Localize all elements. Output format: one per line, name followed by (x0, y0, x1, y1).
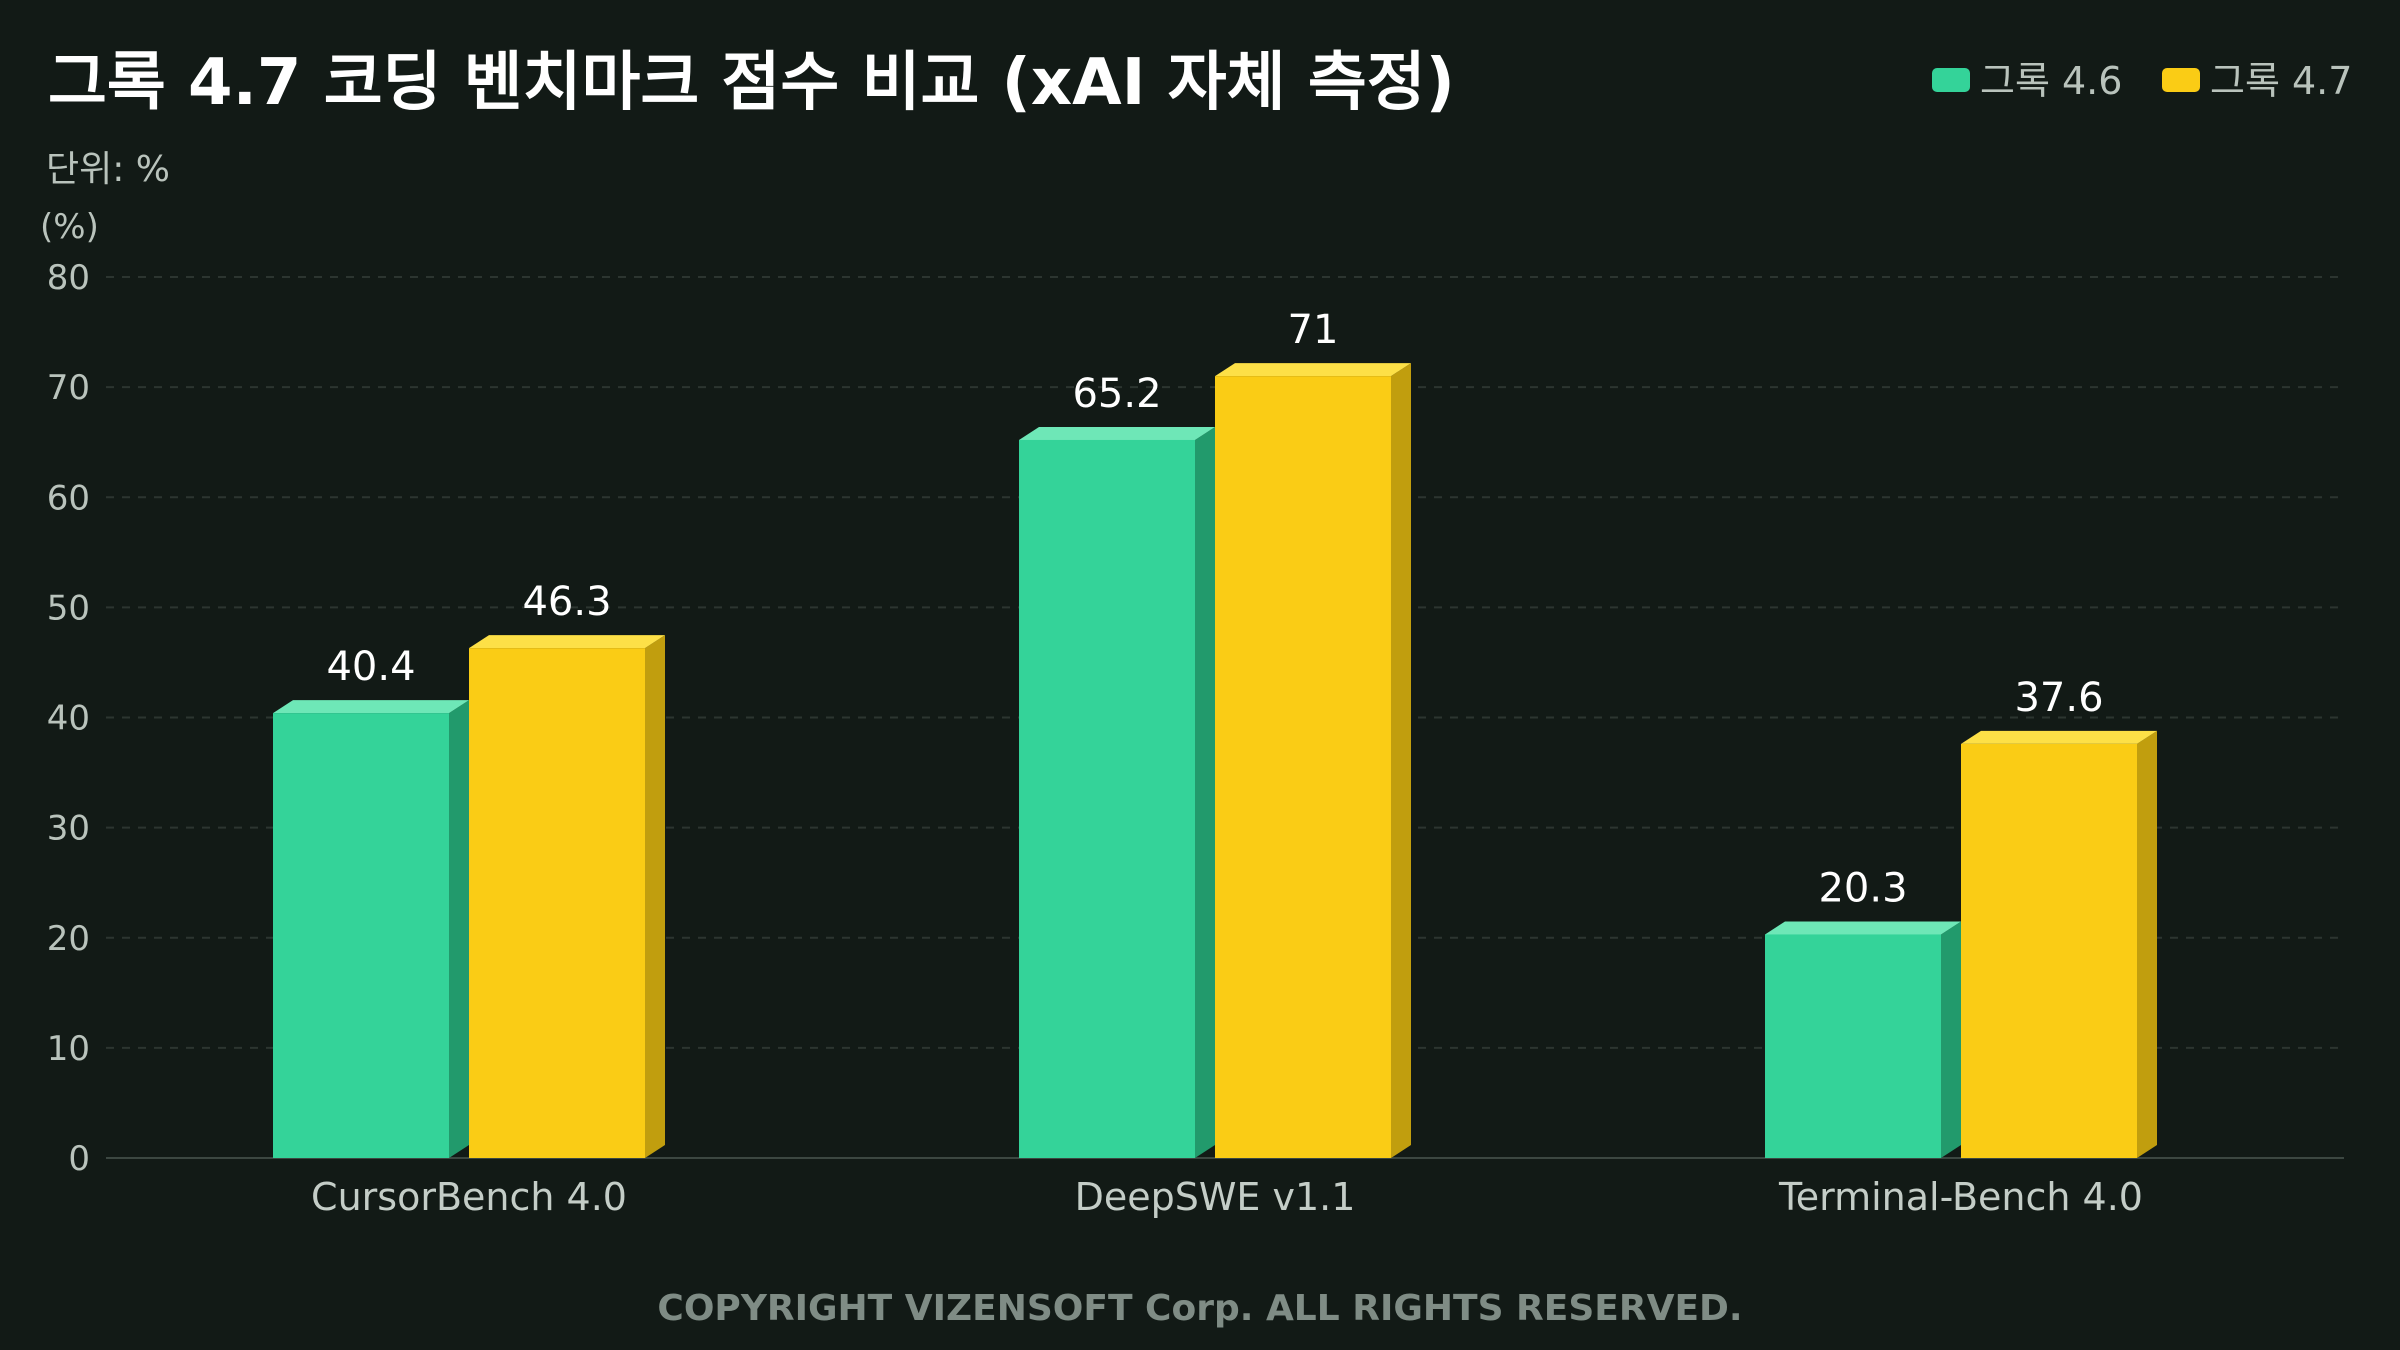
data-labels: 40.4 46.3 65.2 71 20.3 37.6 (326, 307, 2103, 911)
legend-label-grok-4-6: 그록 4.6 (1980, 59, 2122, 103)
bar-top-s1-c2 (1961, 730, 2157, 744)
data-label-s0-c1: 65.2 (1072, 371, 1161, 417)
y-axis-ticks: 0 10 20 30 40 50 60 70 80 (47, 258, 90, 1179)
y-tick-label-40: 40 (47, 699, 90, 739)
bar-s1-c2 (1961, 743, 2137, 1158)
x-category-label-1: DeepSWE v1.1 (1075, 1175, 1356, 1219)
bar-s0-c2 (1765, 934, 1941, 1158)
y-tick-label-30: 30 (47, 809, 90, 849)
bar-top-s0-c0 (273, 700, 469, 714)
bar-s0-c1 (1019, 439, 1195, 1158)
bar-s1-c1 (1215, 376, 1391, 1158)
legend-item-grok-4-6: 그록 4.6 (1932, 59, 2122, 103)
bar-side-s1-c2 (2137, 730, 2157, 1158)
y-tick-label-70: 70 (47, 368, 90, 408)
legend-item-grok-4-7: 그록 4.7 (2162, 59, 2352, 103)
bar-side-s0-c1 (1195, 426, 1215, 1158)
y-tick-label-20: 20 (47, 919, 90, 959)
bar-s1-c0 (469, 648, 645, 1158)
bar-top-s1-c1 (1215, 363, 1411, 377)
bar-side-s1-c0 (645, 635, 665, 1158)
bar-side-s1-c1 (1391, 363, 1411, 1158)
x-category-label-0: CursorBench 4.0 (311, 1175, 627, 1219)
copyright-footer: COPYRIGHT VIZENSOFT Corp. ALL RIGHTS RES… (657, 1288, 1742, 1329)
bars (273, 363, 2157, 1158)
x-category-label-2: Terminal-Bench 4.0 (1778, 1175, 2143, 1219)
x-axis-categories: CursorBench 4.0 DeepSWE v1.1 Terminal-Benc… (311, 1175, 2143, 1219)
legend-swatch-grok-4-6 (1932, 68, 1970, 92)
bar-side-s0-c2 (1941, 921, 1961, 1158)
data-label-s1-c0: 46.3 (522, 579, 611, 625)
bar-top-s0-c2 (1765, 921, 1961, 935)
bar-s0-c0 (273, 713, 449, 1158)
y-tick-label-80: 80 (47, 258, 90, 298)
y-tick-label-0: 0 (68, 1139, 90, 1179)
data-label-s1-c2: 37.6 (2014, 675, 2103, 721)
bar-side-s0-c0 (449, 700, 469, 1158)
legend-label-grok-4-7: 그록 4.7 (2210, 59, 2352, 103)
legend: 그록 4.6 그록 4.7 (1932, 59, 2352, 103)
chart-title: 그록 4.7 코딩 벤치마크 점수 비교 (xAI 자체 측정) (48, 46, 1455, 120)
data-label-s0-c0: 40.4 (326, 644, 415, 690)
legend-swatch-grok-4-7 (2162, 68, 2200, 92)
y-axis-label: (%) (40, 207, 99, 247)
bar-top-s0-c1 (1019, 426, 1215, 440)
y-tick-label-50: 50 (47, 588, 90, 628)
data-label-s1-c1: 71 (1288, 307, 1339, 353)
data-label-s0-c2: 20.3 (1818, 865, 1907, 911)
chart-unit-subtitle: 단위: % (46, 149, 170, 190)
y-tick-label-60: 60 (47, 478, 90, 518)
y-tick-label-10: 10 (47, 1029, 90, 1069)
bar-top-s1-c0 (469, 635, 665, 649)
